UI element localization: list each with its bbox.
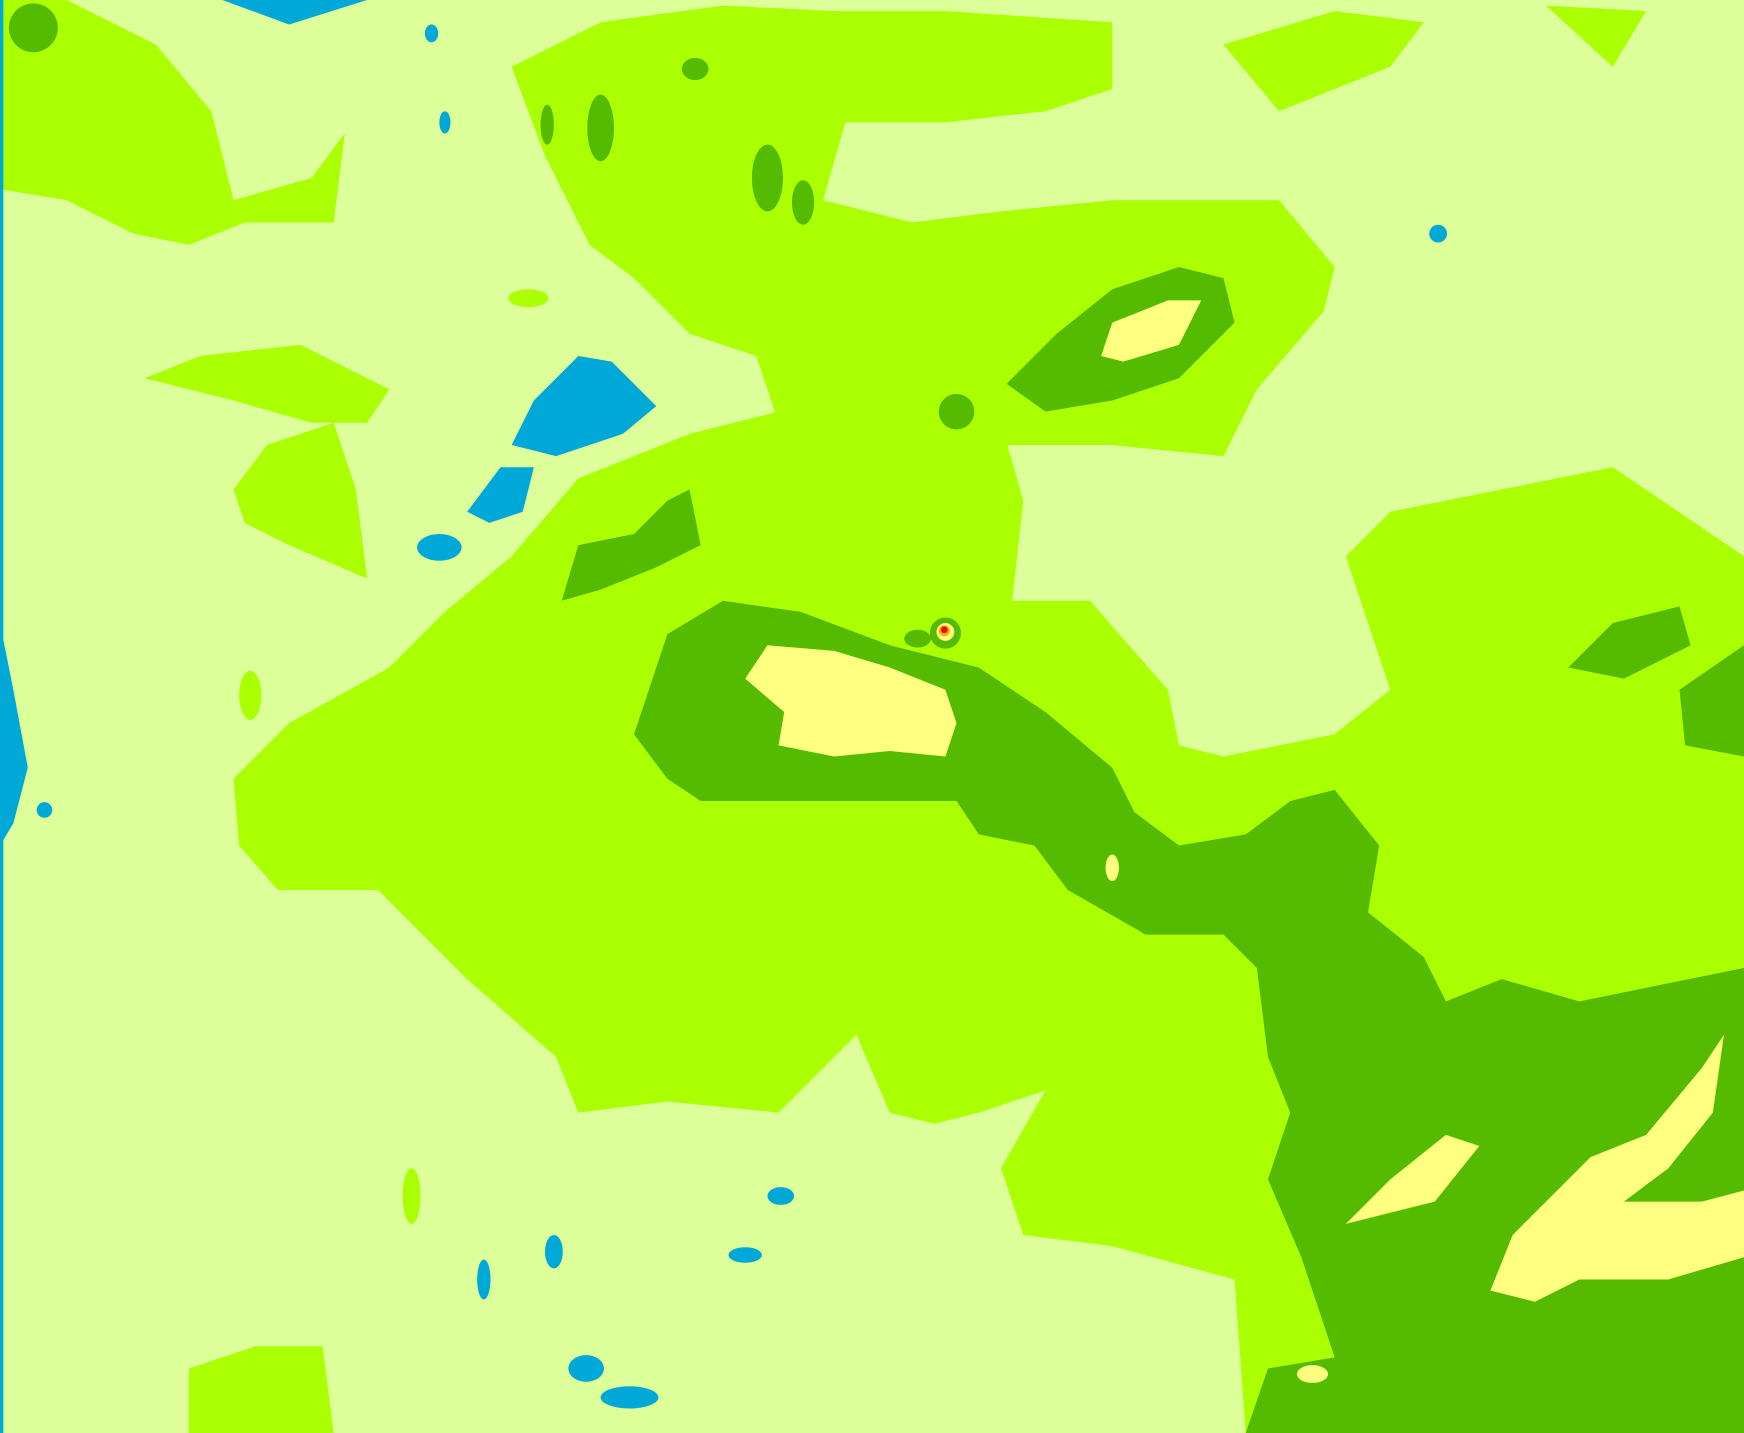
small-yellow-patch xyxy=(1105,854,1119,882)
lake xyxy=(767,1187,795,1205)
bottom-right-yellow-region xyxy=(1490,1034,1744,1302)
lake xyxy=(511,356,657,457)
top-right-light-green-patch xyxy=(1223,11,1424,112)
water-regions xyxy=(0,0,1448,1433)
central-yellow-plateau xyxy=(745,645,957,757)
lake xyxy=(439,111,451,134)
dark-green-streak xyxy=(8,3,58,53)
small-yellow-patch xyxy=(1296,1365,1329,1383)
dark-green-spot xyxy=(904,629,931,648)
lake xyxy=(568,1355,604,1382)
small-light-green-patch xyxy=(508,289,549,308)
left-edge-water xyxy=(0,623,28,846)
lake xyxy=(477,1259,491,1300)
dark-green-streak xyxy=(587,94,614,162)
lake xyxy=(467,467,534,523)
upper-yellow-patch xyxy=(1101,300,1202,362)
bottom-left-light-green-patch xyxy=(189,1346,334,1433)
lake xyxy=(36,802,53,818)
top-water xyxy=(222,0,368,25)
right-dark-green-patch xyxy=(1568,606,1691,679)
dark-green-streak xyxy=(681,57,709,81)
right-edge-dark-green-patch xyxy=(1679,645,1744,757)
small-light-green-patch xyxy=(402,1168,421,1224)
left-dark-green-patch xyxy=(561,489,701,601)
dark-green-streak xyxy=(540,104,554,145)
yellow-regions xyxy=(745,300,1744,1383)
top-left-light-green-region xyxy=(0,0,345,245)
lake xyxy=(728,1247,762,1263)
bottom-right-yellow-patch xyxy=(1345,1134,1480,1224)
dark-green-streak xyxy=(751,144,784,212)
hotspot-red xyxy=(940,626,948,634)
dark-green-streak xyxy=(791,180,815,225)
lake xyxy=(1429,224,1448,243)
lake xyxy=(545,1234,563,1269)
lake xyxy=(417,534,462,561)
lake xyxy=(600,1386,659,1409)
left-light-green-strip xyxy=(144,344,390,423)
lake xyxy=(424,24,439,43)
left-light-green-patch xyxy=(233,422,368,579)
central-dark-green-band xyxy=(633,600,1744,1433)
left-edge-water xyxy=(0,0,4,1433)
dark-green-spot xyxy=(938,393,975,430)
small-light-green-patch xyxy=(239,670,262,720)
top-right-corner-patch xyxy=(1546,5,1647,67)
